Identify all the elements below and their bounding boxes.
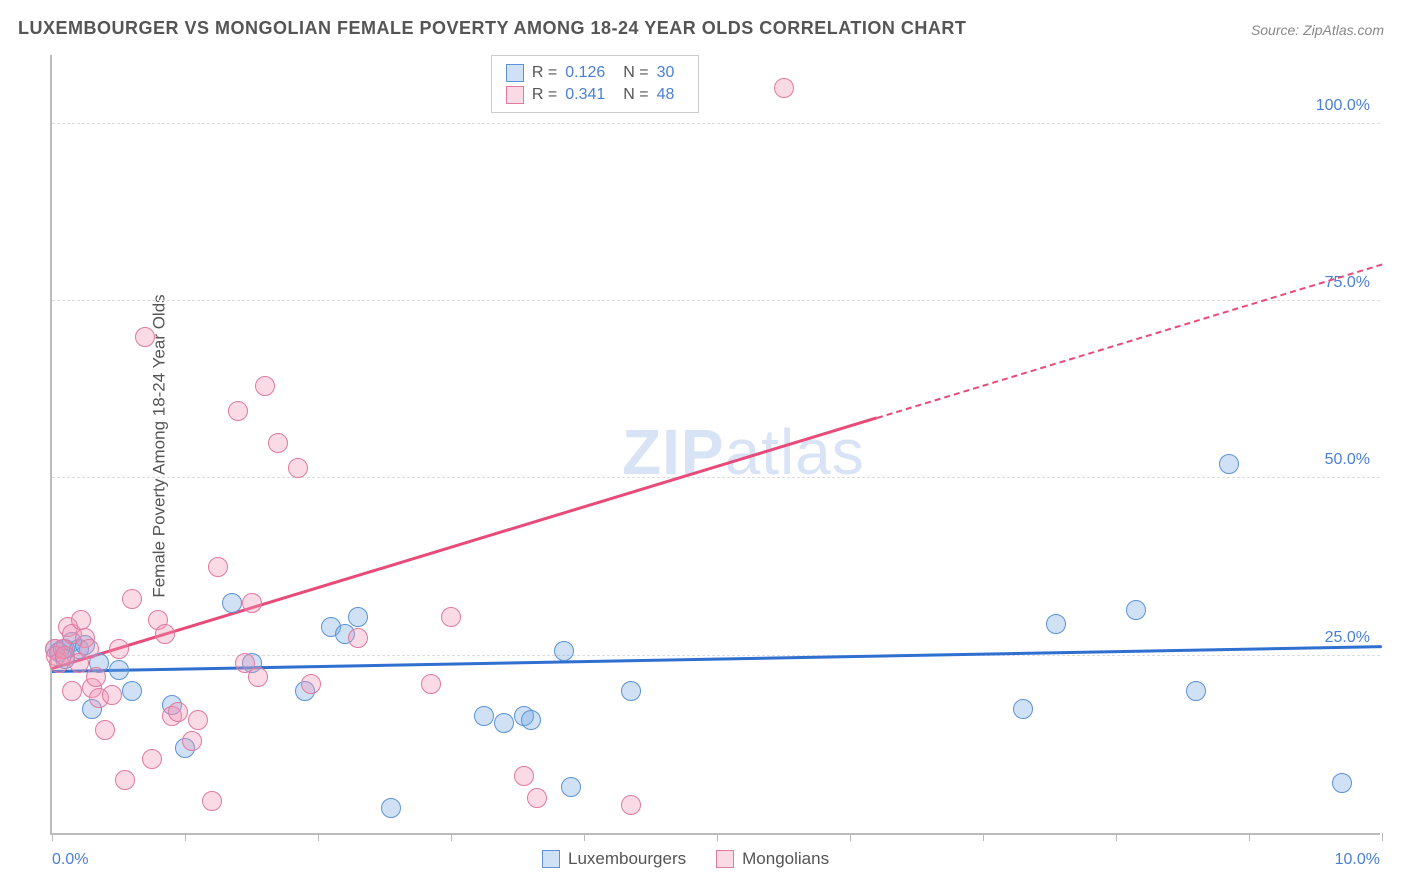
legend-r-label: R = [532,64,557,82]
data-point [208,557,228,577]
data-point [79,639,99,659]
x-tick [318,833,319,841]
data-point [268,433,288,453]
data-point [62,681,82,701]
x-tick [850,833,851,841]
data-point [441,607,461,627]
x-tick-label-max: 10.0% [1335,851,1380,869]
data-point [168,702,188,722]
data-point [561,777,581,797]
legend-r-value: 0.126 [565,64,605,82]
data-point [774,78,794,98]
x-tick [584,833,585,841]
correlation-legend: R = 0.126 N = 30 R = 0.341 N = 48 [491,55,700,113]
data-point [86,667,106,687]
gridline [52,123,1380,124]
data-point [621,795,641,815]
data-point [202,791,222,811]
data-point [109,639,129,659]
data-point [71,610,91,630]
data-point [1186,681,1206,701]
series-name: Luxembourgers [568,849,686,869]
legend-swatch [716,850,734,868]
x-tick [717,833,718,841]
chart-title: LUXEMBOURGER VS MONGOLIAN FEMALE POVERTY… [18,18,966,39]
data-point [1046,614,1066,634]
y-tick-label: 50.0% [1325,451,1370,469]
gridline [52,300,1380,301]
series-legend: Luxembourgers Mongolians [542,849,829,869]
legend-r-label: R = [532,86,557,104]
data-point [421,674,441,694]
data-point [135,327,155,347]
legend-n-value: 48 [657,86,675,104]
data-point [554,641,574,661]
legend-n-label: N = [623,86,648,104]
data-point [95,720,115,740]
source-attribution: Source: ZipAtlas.com [1251,22,1384,38]
data-point [348,628,368,648]
data-point [1332,773,1352,793]
scatter-plot-area: ZIPatlas 25.0%50.0%75.0%100.0%0.0%10.0%R… [50,55,1380,835]
x-tick [983,833,984,841]
data-point [255,376,275,396]
data-point [494,713,514,733]
x-tick [1249,833,1250,841]
series-legend-item: Luxembourgers [542,849,686,869]
trend-line [52,416,877,669]
data-point [288,458,308,478]
data-point [301,674,321,694]
x-tick [1382,833,1383,841]
legend-swatch [542,850,560,868]
x-tick [185,833,186,841]
data-point [228,401,248,421]
series-name: Mongolians [742,849,829,869]
trend-line [876,264,1382,420]
data-point [122,589,142,609]
data-point [115,770,135,790]
data-point [109,660,129,680]
y-tick-label: 75.0% [1325,274,1370,292]
data-point [1013,699,1033,719]
data-point [1219,454,1239,474]
data-point [222,593,242,613]
data-point [474,706,494,726]
legend-row: R = 0.341 N = 48 [506,84,685,106]
data-point [182,731,202,751]
y-tick-label: 100.0% [1316,97,1370,115]
legend-n-value: 30 [657,64,675,82]
data-point [242,593,262,613]
data-point [521,710,541,730]
data-point [122,681,142,701]
x-tick [52,833,53,841]
y-tick-label: 25.0% [1325,629,1370,647]
data-point [142,749,162,769]
data-point [381,798,401,818]
series-legend-item: Mongolians [716,849,829,869]
data-point [248,667,268,687]
x-tick [451,833,452,841]
legend-row: R = 0.126 N = 30 [506,62,685,84]
legend-n-label: N = [623,64,648,82]
legend-r-value: 0.341 [565,86,605,104]
data-point [102,685,122,705]
x-tick [1116,833,1117,841]
x-tick-label-min: 0.0% [52,851,88,869]
data-point [621,681,641,701]
data-point [155,624,175,644]
data-point [514,766,534,786]
legend-swatch [506,86,524,104]
legend-swatch [506,64,524,82]
data-point [188,710,208,730]
data-point [527,788,547,808]
data-point [1126,600,1146,620]
gridline [52,477,1380,478]
data-point [348,607,368,627]
